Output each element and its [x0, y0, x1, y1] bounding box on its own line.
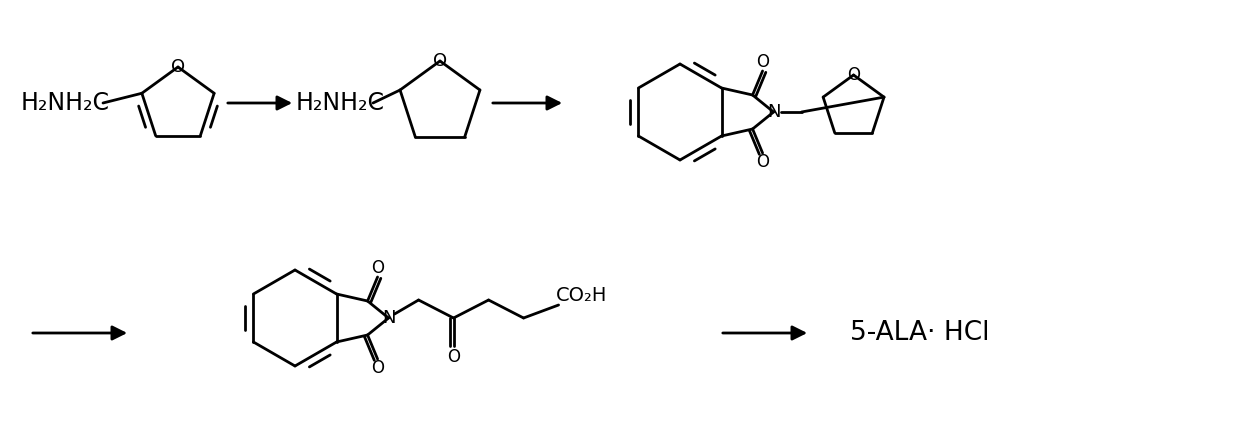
Text: O: O [171, 58, 185, 76]
Text: O: O [448, 348, 460, 366]
Text: O: O [847, 66, 861, 84]
Text: O: O [756, 153, 769, 171]
Text: H₂NH₂C: H₂NH₂C [295, 91, 384, 115]
Text: O: O [433, 52, 448, 70]
Text: H₂NH₂C: H₂NH₂C [21, 91, 109, 115]
Text: 5-ALA· HCl: 5-ALA· HCl [851, 320, 990, 346]
Text: CO₂H: CO₂H [556, 285, 608, 305]
Text: N: N [382, 309, 396, 327]
Text: O: O [371, 259, 384, 277]
Text: O: O [371, 359, 384, 377]
Text: N: N [766, 103, 780, 121]
Text: O: O [756, 53, 769, 71]
